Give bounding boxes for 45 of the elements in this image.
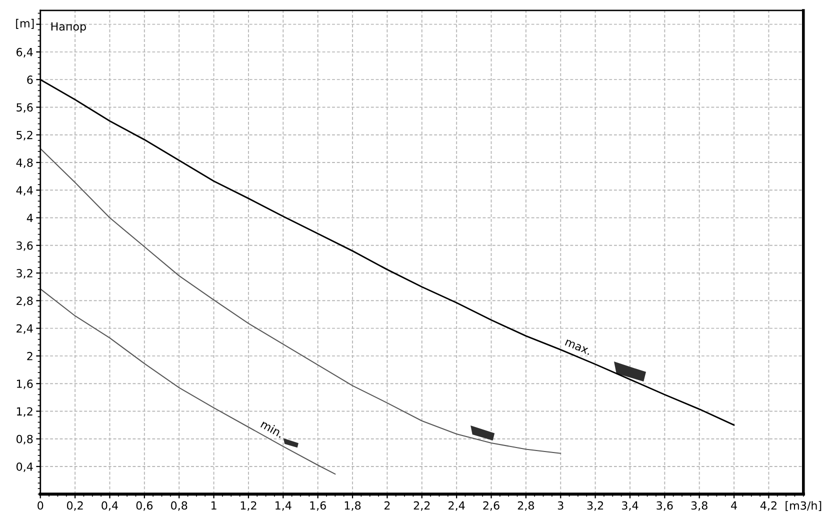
x-tick-label: 1,2 <box>240 501 256 511</box>
y-tick-label: 3,6 <box>16 241 33 251</box>
x-tick-label: 0 <box>38 501 44 510</box>
x-tick-label: 4 <box>731 501 737 510</box>
y-axis-title: [m] <box>16 18 34 29</box>
x-tick-label: 0,4 <box>102 501 118 511</box>
y-tick-label: 4,4 <box>16 186 33 196</box>
x-tick-label: 2,8 <box>518 501 534 511</box>
x-tick-label: 1,6 <box>310 501 326 511</box>
y-tick-label: 1,6 <box>16 380 33 390</box>
x-tick-label: 0,8 <box>171 501 188 511</box>
x-tick-label: 3,6 <box>656 501 673 511</box>
text: max. <box>564 339 591 356</box>
y-tick-label: 2,8 <box>16 296 33 306</box>
y-tick-label: 6 <box>27 76 33 84</box>
x-tick-label: 4,2 <box>760 501 776 511</box>
x-tick-label: 3,2 <box>587 501 604 511</box>
x-tick-label: 2,4 <box>448 501 465 511</box>
line-series <box>40 148 562 454</box>
y-tick-label: 5,6 <box>16 103 33 113</box>
x-tick-label: 2,2 <box>414 501 430 511</box>
y-tick-label: 0,4 <box>16 462 33 472</box>
x-tick-label: 1 <box>211 501 216 510</box>
x-tick-label: 3,8 <box>691 501 708 511</box>
x-tick-label: 2 <box>384 501 390 510</box>
text: min. <box>260 420 284 438</box>
x-tick-label: 1,4 <box>276 501 292 511</box>
x-tick-label: 0,2 <box>66 501 83 511</box>
y-tick-label: 2 <box>27 352 32 360</box>
x-axis-title: [m3/h] <box>786 501 822 512</box>
x-tick-label: 3,4 <box>622 501 638 511</box>
y-tick-label: 0,8 <box>16 434 33 444</box>
line-series <box>40 288 336 475</box>
y-tick-label: 2,4 <box>16 324 33 334</box>
y-tick-label: 1,2 <box>16 407 32 417</box>
x-tick-label: 0,6 <box>136 501 153 511</box>
x-tick-label: 1,8 <box>344 501 361 511</box>
x-tick-label: 3 <box>558 501 564 510</box>
y-tick-label: 5,2 <box>16 130 32 140</box>
y-tick-label: 4 <box>26 214 33 222</box>
x-tick-label: 2,6 <box>483 501 500 511</box>
y-tick-label: 3,2 <box>16 269 32 279</box>
y-tick-label: 4,8 <box>16 158 33 168</box>
text: Напор <box>51 22 86 33</box>
y-tick-label: 6,4 <box>16 48 33 58</box>
